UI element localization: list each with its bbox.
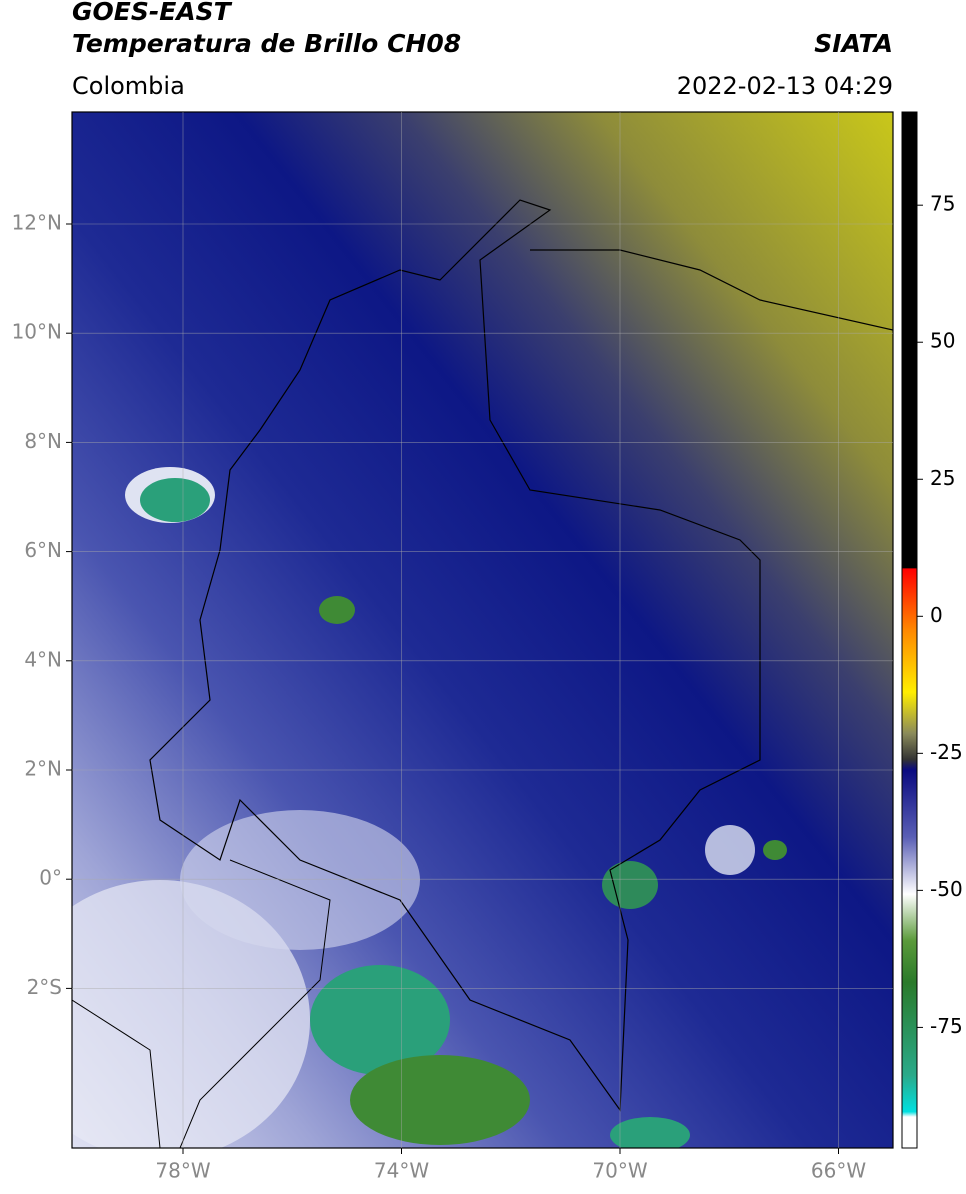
datetime: 2022-02-13 04:29: [677, 72, 893, 100]
colorbar-label: -75: [930, 1014, 963, 1038]
lat-label: 10°N: [12, 320, 62, 344]
lat-label: 2°S: [27, 975, 62, 999]
lat-label: 2°N: [24, 757, 62, 781]
lat-label: 12°N: [12, 211, 62, 235]
lat-label: 6°N: [24, 538, 62, 562]
colorbar-label: -25: [930, 740, 963, 764]
lon-label: 74°W: [374, 1159, 429, 1183]
source: SIATA: [814, 29, 893, 58]
region: Colombia: [72, 72, 185, 100]
lat-label: 4°N: [24, 647, 62, 671]
lon-label: 66°W: [811, 1159, 866, 1183]
colorbar-label: 50: [930, 329, 955, 353]
satellite-image: [72, 112, 893, 1148]
lon-label: 70°W: [592, 1159, 647, 1183]
lat-label: 0°: [39, 866, 62, 890]
colorbar-label: 0: [930, 603, 943, 627]
title: Temperatura de Brillo CH08: [72, 29, 461, 58]
lon-label: 78°W: [155, 1159, 210, 1183]
map-frame: [71, 111, 894, 1149]
lat-label: 8°N: [24, 429, 62, 453]
title: GOES-EAST: [72, 0, 233, 26]
colorbar: [901, 111, 918, 1149]
colorbar-label: -50: [930, 877, 963, 901]
colorbar-label: 75: [930, 192, 955, 216]
colorbar-label: 25: [930, 466, 955, 490]
